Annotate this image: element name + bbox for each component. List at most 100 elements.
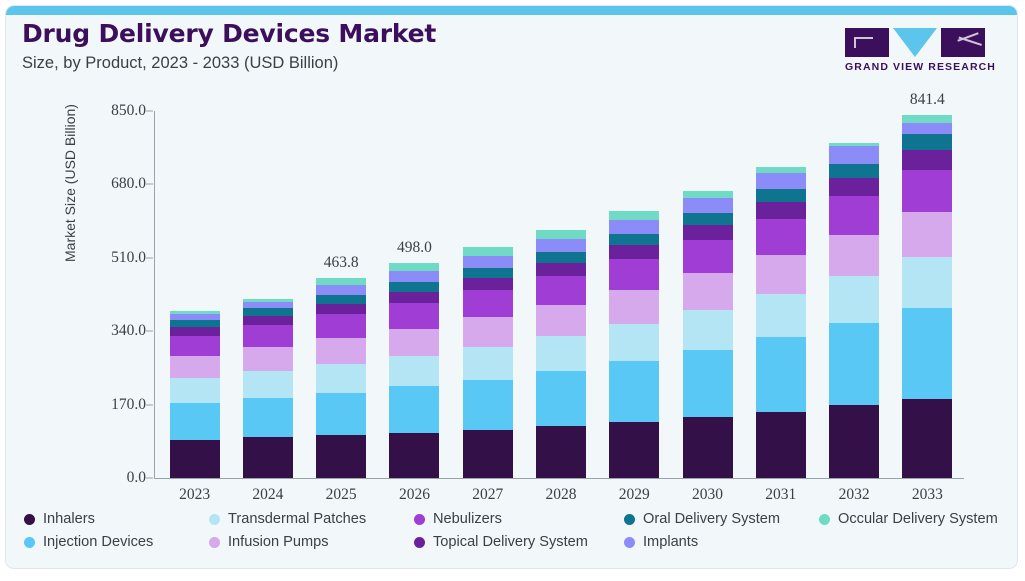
- bar-column[interactable]: [231, 94, 304, 478]
- bar-column[interactable]: [744, 94, 817, 478]
- bar-segment[interactable]: [462, 268, 513, 278]
- bar-column[interactable]: [524, 94, 597, 478]
- bar-segment[interactable]: [682, 197, 733, 213]
- bar-column[interactable]: [891, 94, 964, 478]
- bar-segment[interactable]: [829, 177, 880, 197]
- bar-segment[interactable]: [829, 405, 880, 478]
- bar-segment[interactable]: [462, 290, 513, 318]
- bar-segment[interactable]: [242, 315, 293, 326]
- bar-segment[interactable]: [242, 302, 293, 309]
- bar-segment[interactable]: [169, 310, 220, 315]
- bar-segment[interactable]: [609, 219, 660, 234]
- stacked-bar[interactable]: [242, 298, 293, 478]
- bar-segment[interactable]: [242, 346, 293, 371]
- bar-segment[interactable]: [682, 224, 733, 241]
- bar-segment[interactable]: [316, 435, 367, 478]
- bar-segment[interactable]: [682, 240, 733, 274]
- bar-segment[interactable]: [829, 275, 880, 324]
- bar-segment[interactable]: [682, 273, 733, 310]
- bar-segment[interactable]: [389, 291, 440, 304]
- bar-column[interactable]: [451, 94, 524, 478]
- legend-item[interactable]: Occular Delivery System: [819, 511, 998, 527]
- bar-segment[interactable]: [609, 259, 660, 291]
- bar-segment[interactable]: [316, 314, 367, 339]
- legend-item[interactable]: Topical Delivery System: [414, 534, 588, 550]
- bar-segment[interactable]: [535, 275, 586, 305]
- bar-segment[interactable]: [462, 379, 513, 430]
- bar-segment[interactable]: [609, 244, 660, 260]
- bar-segment[interactable]: [902, 149, 953, 170]
- bar-segment[interactable]: [829, 234, 880, 276]
- bar-segment[interactable]: [902, 122, 953, 135]
- stacked-bar[interactable]: [535, 230, 586, 478]
- bar-segment[interactable]: [535, 252, 586, 263]
- bar-segment[interactable]: [242, 370, 293, 398]
- bar-segment[interactable]: [535, 230, 586, 240]
- bar-segment[interactable]: [462, 317, 513, 347]
- legend-item[interactable]: Injection Devices: [24, 534, 153, 550]
- bar-segment[interactable]: [316, 364, 367, 393]
- bar-segment[interactable]: [462, 346, 513, 380]
- stacked-bar[interactable]: [829, 143, 880, 478]
- bar-segment[interactable]: [682, 190, 733, 198]
- bar-segment[interactable]: [609, 421, 660, 478]
- legend-item[interactable]: Infusion Pumps: [209, 534, 329, 550]
- bar-segment[interactable]: [902, 169, 953, 212]
- bar-segment[interactable]: [535, 304, 586, 337]
- legend-item[interactable]: Oral Delivery System: [624, 511, 780, 527]
- bar-segment[interactable]: [755, 167, 806, 174]
- legend-item[interactable]: Inhalers: [24, 511, 95, 527]
- bar-segment[interactable]: [242, 308, 293, 316]
- bar-column[interactable]: [378, 94, 451, 478]
- bar-segment[interactable]: [609, 233, 660, 245]
- bar-segment[interactable]: [902, 307, 953, 399]
- bar-segment[interactable]: [535, 426, 586, 478]
- bar-segment[interactable]: [389, 356, 440, 387]
- bar-segment[interactable]: [535, 371, 586, 427]
- bar-segment[interactable]: [169, 320, 220, 327]
- stacked-bar[interactable]: [609, 211, 660, 478]
- bar-segment[interactable]: [609, 290, 660, 324]
- bar-column[interactable]: [305, 94, 378, 478]
- bar-segment[interactable]: [682, 212, 733, 225]
- bar-segment[interactable]: [316, 392, 367, 436]
- bar-segment[interactable]: [169, 335, 220, 356]
- bar-segment[interactable]: [462, 277, 513, 291]
- legend-item[interactable]: Transdermal Patches: [209, 511, 366, 527]
- legend-item[interactable]: Implants: [624, 534, 698, 550]
- bar-segment[interactable]: [902, 134, 953, 150]
- bar-segment[interactable]: [242, 437, 293, 478]
- bar-segment[interactable]: [389, 386, 440, 433]
- stacked-bar[interactable]: [902, 114, 953, 478]
- bar-segment[interactable]: [316, 303, 367, 315]
- bar-segment[interactable]: [902, 211, 953, 257]
- bar-segment[interactable]: [316, 338, 367, 365]
- bar-segment[interactable]: [389, 271, 440, 283]
- bar-segment[interactable]: [242, 325, 293, 347]
- bar-segment[interactable]: [242, 397, 293, 438]
- stacked-bar[interactable]: [755, 167, 806, 478]
- bar-segment[interactable]: [755, 411, 806, 478]
- bar-column[interactable]: [671, 94, 744, 478]
- bar-segment[interactable]: [902, 399, 953, 478]
- bar-column[interactable]: [817, 94, 890, 478]
- bar-segment[interactable]: [462, 247, 513, 257]
- stacked-bar[interactable]: [462, 247, 513, 478]
- bar-segment[interactable]: [389, 328, 440, 357]
- bar-segment[interactable]: [902, 114, 953, 123]
- bar-segment[interactable]: [389, 263, 440, 272]
- bar-segment[interactable]: [829, 163, 880, 178]
- bar-segment[interactable]: [829, 323, 880, 406]
- bar-segment[interactable]: [316, 277, 367, 286]
- bar-segment[interactable]: [755, 173, 806, 190]
- bar-segment[interactable]: [755, 293, 806, 338]
- bar-segment[interactable]: [755, 219, 806, 255]
- bar-segment[interactable]: [535, 336, 586, 372]
- bar-segment[interactable]: [829, 143, 880, 147]
- bar-segment[interactable]: [316, 285, 367, 296]
- bar-column[interactable]: [598, 94, 671, 478]
- bar-segment[interactable]: [609, 211, 660, 220]
- bar-segment[interactable]: [316, 295, 367, 304]
- bar-segment[interactable]: [462, 256, 513, 269]
- bar-segment[interactable]: [389, 432, 440, 478]
